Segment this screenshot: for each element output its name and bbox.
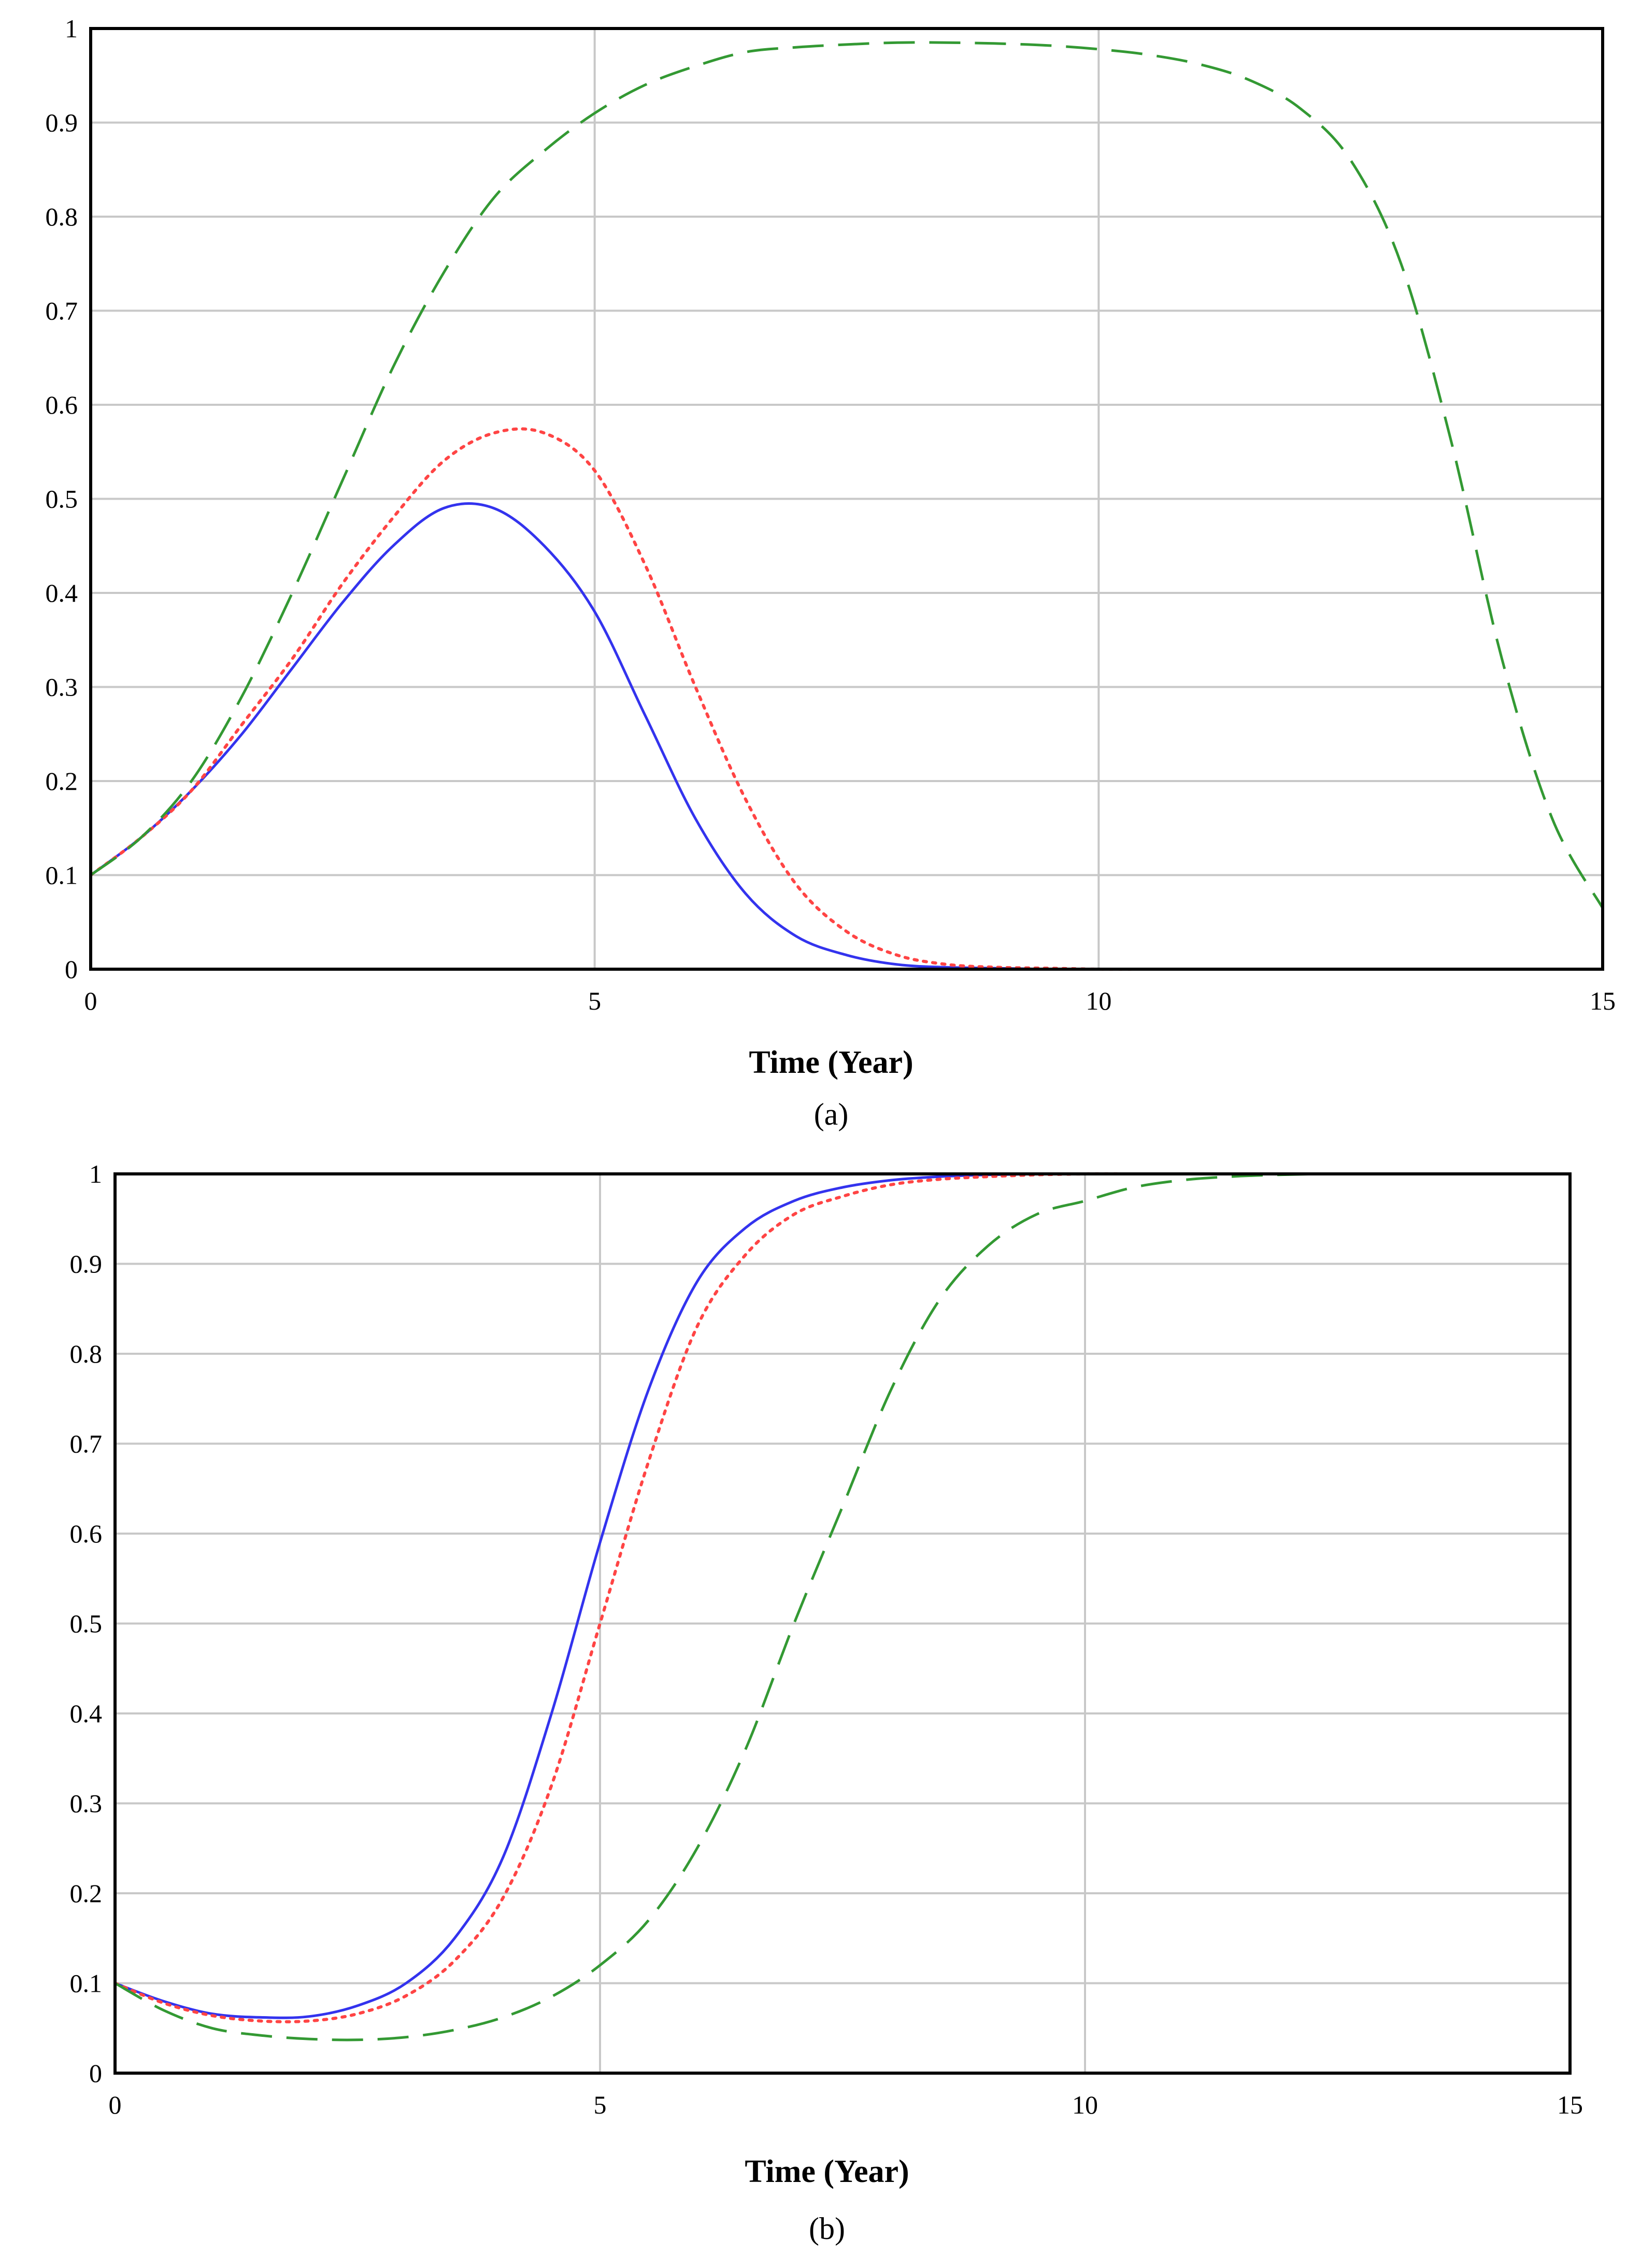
chart-panel-b: 0 0.1 0.2 0.3 0.4 0.5 0.6 0.7 0.8 0.9 1 0 5 10 15 Tim… — [70, 1159, 1583, 2246]
y-tick-label-a-7: 0.7 — [46, 296, 78, 325]
x-tick-label-b-3: 15 — [1557, 2090, 1583, 2119]
y-tick-labels-a: 0 0.1 0.2 0.3 0.4 0.5 0.6 0.7 0.8 0.9 1 — [46, 14, 78, 984]
series-line-a-solid — [90, 502, 1603, 971]
y-tick-label-a-10: 1 — [65, 14, 78, 43]
y-tick-label-b-3: 0.3 — [70, 1789, 103, 1818]
plot-frame-a — [89, 27, 1604, 971]
y-tick-label-b-6: 0.6 — [70, 1519, 103, 1548]
y-tick-label-b-10: 1 — [89, 1159, 102, 1188]
x-tick-labels-b: 0 5 10 15 — [109, 2090, 1583, 2119]
x-tick-labels-a: 0 5 10 15 — [84, 986, 1616, 1015]
y-tick-label-b-4: 0.4 — [70, 1699, 103, 1728]
series-group-a — [89, 41, 1604, 971]
grid-a — [90, 27, 1604, 970]
series-line-a-dashed — [90, 41, 1604, 909]
x-tick-label-a-2: 10 — [1086, 986, 1111, 1015]
plot-frame-b — [113, 1172, 1572, 2075]
series-line-b-dotted — [113, 1172, 1572, 2023]
y-tick-label-a-1: 0.1 — [46, 861, 78, 890]
y-tick-label-b-2: 0.2 — [70, 1879, 103, 1908]
x-tick-label-a-3: 15 — [1590, 986, 1616, 1015]
panel-label-a: (a) — [814, 1097, 849, 1131]
series-line-b-dashed — [114, 1172, 1570, 2042]
x-axis-label-b: Time (Year) — [745, 2154, 909, 2189]
y-tick-label-a-8: 0.8 — [46, 202, 78, 231]
y-tick-label-a-3: 0.3 — [46, 673, 78, 702]
x-tick-label-a-1: 5 — [588, 986, 601, 1015]
x-tick-label-b-2: 10 — [1072, 2090, 1098, 2119]
y-tick-label-a-5: 0.5 — [46, 485, 78, 514]
y-tick-label-a-2: 0.2 — [46, 767, 78, 796]
x-axis-label-a: Time (Year) — [749, 1045, 913, 1080]
series-line-b-solid — [115, 1172, 1570, 2019]
y-tick-label-b-5: 0.5 — [70, 1609, 103, 1638]
y-tick-label-a-4: 0.4 — [46, 578, 78, 607]
x-tick-label-a-0: 0 — [84, 986, 97, 1015]
y-tick-label-a-0: 0 — [65, 955, 78, 984]
grid-b — [114, 1173, 1571, 2074]
y-tick-label-b-0: 0 — [89, 2059, 102, 2088]
series-group-b — [113, 1172, 1572, 2042]
y-tick-labels-b: 0 0.1 0.2 0.3 0.4 0.5 0.6 0.7 0.8 0.9 1 — [70, 1159, 103, 2088]
y-tick-label-a-9: 0.9 — [46, 108, 78, 137]
y-tick-label-b-7: 0.7 — [70, 1429, 103, 1458]
x-tick-label-b-0: 0 — [109, 2090, 122, 2119]
chart-panel-a: 0 0.1 0.2 0.3 0.4 0.5 0.6 0.7 0.8 0.9 1 0 5 10 15 Tim… — [46, 14, 1616, 1131]
y-tick-label-b-1: 0.1 — [70, 1969, 103, 1998]
x-tick-label-b-1: 5 — [594, 2090, 607, 2119]
y-tick-label-b-9: 0.9 — [70, 1250, 103, 1279]
panel-label-b: (b) — [809, 2212, 845, 2246]
y-tick-label-b-8: 0.8 — [70, 1339, 103, 1368]
y-tick-label-a-6: 0.6 — [46, 390, 78, 419]
series-line-a-dotted — [89, 427, 1604, 971]
